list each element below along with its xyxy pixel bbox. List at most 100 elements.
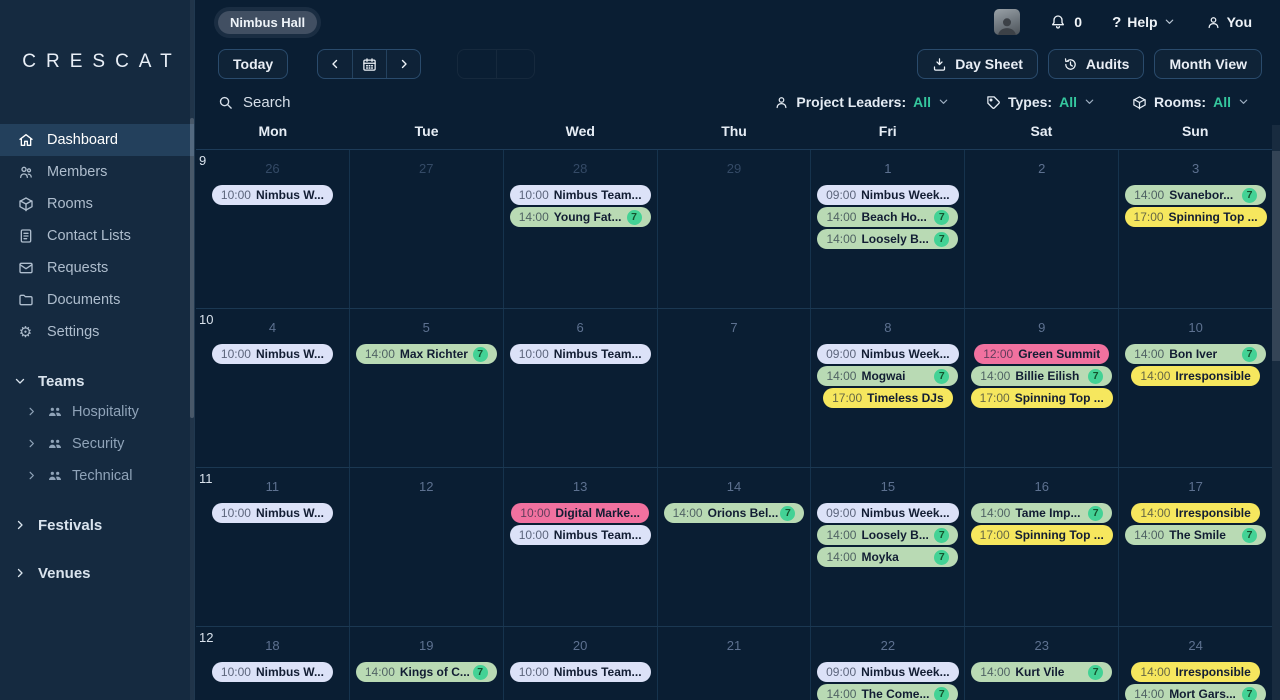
event-title: Young Fat... [553,210,622,224]
day-cell[interactable]: 1 09:00 Nimbus Week... 14:00 Beach Ho... 7 14:… [810,150,964,308]
day-cell[interactable]: 15 09:00 Nimbus Week... 14:00 Loosely B... 7 1… [810,468,964,626]
sidebar-section-teams[interactable]: Teams [0,366,194,396]
event-pill[interactable]: 17:00 Timeless DJs [823,388,953,408]
search-input[interactable]: Search [218,94,291,111]
day-cell[interactable]: 9 12:00 Green Summit 14:00 Billie Eilish 7 17:… [964,309,1118,467]
event-pill[interactable]: 14:00 Mort Gars... 7 [1125,684,1267,700]
event-pill[interactable]: 17:00 Spinning Top ... [970,525,1113,545]
event-pill[interactable]: 10:00 Nimbus W... [211,503,333,523]
project-leaders-filter[interactable]: Project Leaders: All [774,94,950,110]
day-cell[interactable]: 11 10:00 Nimbus W... [196,468,349,626]
event-pill[interactable]: 14:00 Loosely B... 7 [817,229,959,249]
day-cell[interactable]: 19 14:00 Kings of C... 7 [348,627,503,700]
day-cell[interactable]: 17 14:00 Irresponsible 14:00 The Smile 7 [1118,468,1272,626]
day-cell[interactable]: 10 14:00 Bon Iver 7 14:00 Irresponsible [1118,309,1272,467]
event-pill[interactable]: 10:00 Nimbus W... [211,662,333,682]
day-cell[interactable]: 22 09:00 Nimbus Week... 14:00 The Come... 7 [810,627,964,700]
you-menu[interactable]: You [1206,14,1252,30]
sidebar-item-contact-lists[interactable]: Contact Lists [0,220,194,252]
sidebar-section-venues[interactable]: Venues [0,558,194,588]
day-cell[interactable]: 2 [964,150,1118,308]
day-cell[interactable]: 14 14:00 Orions Bel... 7 [656,468,811,626]
sidebar-item-settings[interactable]: ⚙ Settings [0,316,194,348]
avatar[interactable] [994,9,1021,35]
event-pill[interactable]: 14:00 Young Fat... 7 [509,207,651,227]
day-cell[interactable]: 7 [656,309,811,467]
sidebar-item-security[interactable]: Security [0,428,194,460]
day-cell[interactable]: 23 14:00 Kurt Vile 7 [964,627,1118,700]
event-pill[interactable]: 10:00 Digital Marke... [511,503,650,523]
day-cell[interactable]: 6 10:00 Nimbus Team... [502,309,657,467]
month-view-button[interactable]: Month View [1154,49,1262,79]
help-menu[interactable]: ? Help [1112,14,1176,31]
day-cell[interactable]: 27 [348,150,503,308]
event-pill[interactable]: 14:00 Irresponsible [1131,662,1260,682]
calendar-scrollbar[interactable] [1272,125,1280,700]
main-content: Nimbus Hall 0 ? Help [196,0,1280,700]
day-cell[interactable]: 16 14:00 Tame Imp... 7 17:00 Spinning Top ... [964,468,1118,626]
event-pill[interactable]: 10:00 Nimbus Team... [509,662,651,682]
event-pill[interactable]: 14:00 Mogwai 7 [817,366,959,386]
types-filter[interactable]: Types: All [986,94,1096,110]
venue-badge[interactable]: Nimbus Hall [218,10,318,34]
event-pill[interactable]: 14:00 Bon Iver 7 [1125,344,1267,364]
notifications[interactable]: 0 [1050,14,1082,30]
event-pill[interactable]: 17:00 Spinning Top ... [1124,207,1267,227]
day-cell[interactable]: 8 09:00 Nimbus Week... 14:00 Mogwai 7 17:00 Tim… [810,309,964,467]
event-pill[interactable]: 14:00 Beach Ho... 7 [817,207,959,227]
audits-button[interactable]: Audits [1047,49,1145,79]
event-pill[interactable]: 14:00 Svanebor... 7 [1125,185,1267,205]
sidebar-item-rooms[interactable]: Rooms [0,188,194,220]
event-pill[interactable]: 10:00 Nimbus W... [211,185,333,205]
day-cell[interactable]: 26 10:00 Nimbus W... [196,150,349,308]
event-pill[interactable]: 10:00 Nimbus Team... [509,525,651,545]
date-number: 26 [265,161,280,176]
event-pill[interactable]: 14:00 Irresponsible [1131,366,1260,386]
calendar-picker-button[interactable] [352,50,386,78]
event-pill[interactable]: 14:00 Max Richter 7 [355,344,497,364]
event-pill[interactable]: 09:00 Nimbus Week... [817,185,959,205]
sidebar-item-documents[interactable]: Documents [0,284,194,316]
prev-button[interactable] [318,50,352,78]
day-cell[interactable]: 5 14:00 Max Richter 7 [348,309,503,467]
event-pill[interactable]: 14:00 Moyka 7 [817,547,959,567]
event-pill[interactable]: 10:00 Nimbus Team... [509,344,651,364]
day-cell[interactable]: 20 10:00 Nimbus Team... [502,627,657,700]
day-cell[interactable]: 12 [348,468,503,626]
sidebar-item-members[interactable]: Members [0,156,194,188]
rooms-filter[interactable]: Rooms: All [1132,94,1250,110]
next-button[interactable] [386,50,420,78]
day-cell[interactable]: 18 10:00 Nimbus W... [196,627,349,700]
event-pill[interactable]: 17:00 Spinning Top ... [970,388,1113,408]
event-pill[interactable]: 14:00 Irresponsible [1131,503,1260,523]
sidebar-item-requests[interactable]: Requests [0,252,194,284]
event-pill[interactable]: 14:00 Tame Imp... 7 [971,503,1113,523]
event-pill[interactable]: 14:00 The Smile 7 [1125,525,1267,545]
sidebar-item-technical[interactable]: Technical [0,460,194,492]
day-cell[interactable]: 21 [656,627,811,700]
today-button[interactable]: Today [218,49,289,79]
sidebar-section-festivals[interactable]: Festivals [0,510,194,540]
event-pill[interactable]: 14:00 Billie Eilish 7 [971,366,1113,386]
event-pill[interactable]: 14:00 Orions Bel... 7 [663,503,805,523]
event-pill[interactable]: 14:00 Kurt Vile 7 [971,662,1113,682]
day-cell[interactable]: 3 14:00 Svanebor... 7 17:00 Spinning Top ... [1118,150,1272,308]
event-pill[interactable]: 10:00 Nimbus Team... [509,185,651,205]
event-pill[interactable]: 09:00 Nimbus Week... [817,503,959,523]
day-cell[interactable]: 4 10:00 Nimbus W... [196,309,349,467]
event-pill[interactable]: 09:00 Nimbus Week... [817,662,959,682]
sidebar-item-dashboard[interactable]: Dashboard [0,124,194,156]
day-cell[interactable]: 29 [656,150,811,308]
event-pill[interactable]: 10:00 Nimbus W... [211,344,333,364]
day-cell[interactable]: 28 10:00 Nimbus Team... 14:00 Young Fat... 7 [502,150,657,308]
event-pill[interactable]: 14:00 The Come... 7 [817,684,959,700]
event-pill[interactable]: 14:00 Kings of C... 7 [355,662,497,682]
event-pill[interactable]: 09:00 Nimbus Week... [817,344,959,364]
sidebar-item-hospitality[interactable]: Hospitality [0,396,194,428]
event-pill[interactable]: 14:00 Loosely B... 7 [817,525,959,545]
day-cell[interactable]: 13 10:00 Digital Marke... 10:00 Nimbus Team.… [502,468,657,626]
day-cell[interactable]: 24 14:00 Irresponsible 14:00 Mort Gars... 7 [1118,627,1272,700]
event-pill[interactable]: 12:00 Green Summit [974,344,1110,364]
day-sheet-button[interactable]: Day Sheet [917,49,1038,79]
sidebar-scrollbar[interactable] [190,0,194,700]
